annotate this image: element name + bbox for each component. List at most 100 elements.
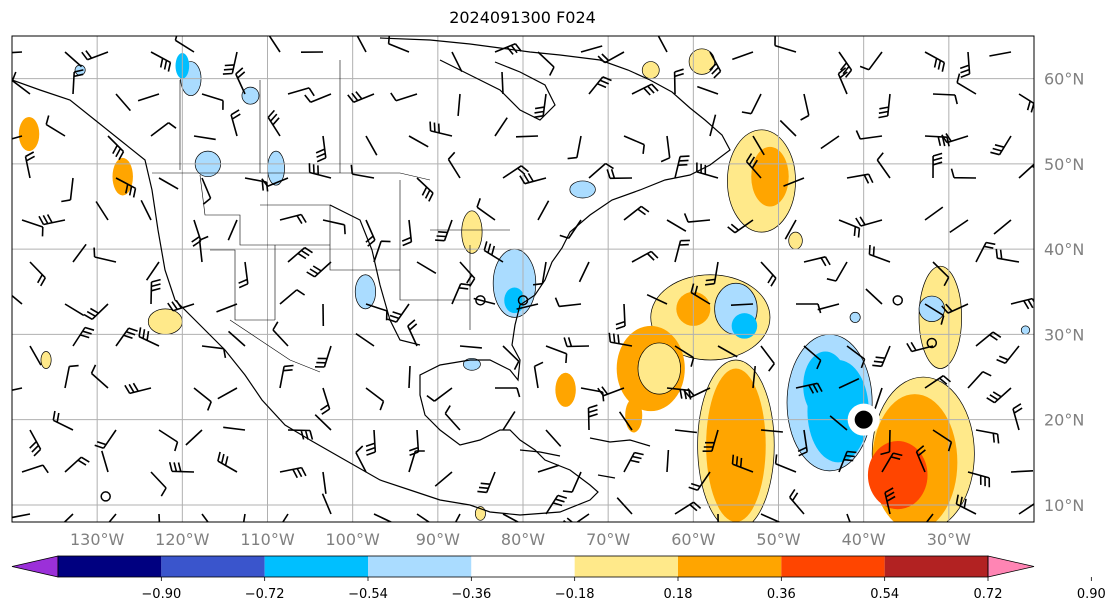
wind-barb: [279, 289, 306, 305]
wind-barb: [1012, 403, 1023, 431]
negative-anomaly-region: [803, 351, 848, 420]
colorbar-tick-label: 0.72: [974, 587, 1003, 602]
wind-barb: [222, 51, 238, 75]
wind-barb: [760, 345, 775, 372]
wind-barb: [315, 135, 327, 163]
colorbar-tick-label: 0.90: [1077, 587, 1105, 602]
colorbar-segment: [781, 556, 885, 577]
wind-barb: [616, 497, 633, 515]
wind-barb: [730, 303, 754, 306]
wind-barb: [666, 387, 692, 400]
wind-barb: [727, 219, 754, 234]
colorbar-segment: [884, 556, 988, 577]
wind-barb: [533, 261, 547, 286]
wind-barb: [416, 261, 437, 274]
wind-barb: [623, 451, 644, 473]
wind-barb: [631, 83, 659, 96]
wind-barb: [880, 429, 891, 456]
wind-barb: [145, 261, 160, 281]
wind-barb: [623, 205, 650, 221]
wind-barb: [494, 117, 508, 137]
wind-barb: [138, 327, 160, 347]
wind-barb: [408, 365, 411, 389]
longitude-label: 30°W: [927, 530, 971, 549]
wind-barb: [287, 429, 314, 440]
wind-barb: [355, 332, 375, 347]
map-gridlines: [12, 36, 1034, 522]
wind-barb: [281, 513, 289, 522]
wind-barb: [949, 219, 969, 234]
wind-barb: [216, 303, 238, 313]
wind-barb: [760, 513, 782, 522]
wind-barb: [674, 501, 702, 515]
storm-center-marker: [854, 410, 873, 429]
wind-barb: [279, 466, 307, 479]
wind-barb: [741, 93, 762, 115]
wind-barb: [868, 244, 891, 263]
wind-barb: [932, 93, 958, 105]
wind-barb: [838, 51, 853, 78]
wind-barb: [494, 43, 522, 55]
longitude-label: 120°W: [155, 530, 210, 549]
wind-barb: [223, 426, 246, 431]
wind-barb: [408, 450, 425, 473]
longitude-label: 70°W: [586, 530, 630, 549]
wind-barb: [631, 250, 659, 263]
latitude-label: 50°N: [1044, 155, 1084, 174]
wind-barb: [941, 303, 969, 314]
wind-barb: [924, 206, 944, 221]
map-frame: [11, 35, 1035, 523]
wind-barb: [306, 261, 332, 278]
positive-anomaly-region: [461, 210, 483, 254]
wind-barb: [696, 162, 719, 179]
wind-barb: [533, 361, 544, 389]
wind-barb: [174, 36, 195, 53]
wind-barb: [201, 177, 212, 205]
wind-barb: [941, 133, 969, 144]
wind-barb: [322, 219, 346, 235]
wind-barb: [390, 92, 418, 102]
wind-barb: [434, 471, 453, 487]
wind-barb: [356, 36, 367, 53]
wind-barb: [287, 246, 313, 263]
wind-barb: [989, 51, 1012, 57]
wind-barb: [350, 164, 375, 179]
wind-barb: [321, 493, 332, 515]
wind-barb: [217, 387, 238, 400]
wind-barb: [29, 261, 46, 287]
wind-barb: [387, 303, 410, 323]
wind-barb: [955, 494, 977, 515]
wind-barb: [646, 293, 668, 305]
wind-barb: [235, 67, 246, 95]
wind-barb: [365, 387, 385, 411]
wind-barb: [774, 36, 797, 53]
wind-barb: [563, 337, 590, 348]
wind-barb: [502, 165, 530, 179]
wind-barb: [426, 387, 453, 402]
wind-barb: [64, 51, 83, 68]
wind-barb: [457, 93, 461, 116]
wind-barb: [606, 169, 633, 180]
wind-barb: [545, 429, 562, 447]
wind-barb: [774, 454, 797, 473]
wind-barb: [150, 471, 167, 497]
wind-barb: [12, 294, 23, 305]
negative-anomaly-region: [354, 274, 377, 310]
wind-barb: [150, 278, 161, 305]
wind-barb: [674, 239, 690, 263]
positive-anomaly-region: [706, 368, 766, 522]
latitude-label: 30°N: [1044, 325, 1084, 344]
longitude-label: 40°W: [842, 530, 886, 549]
negative-anomaly-region: [731, 313, 758, 339]
wind-barb: [314, 345, 332, 368]
wind-barb: [967, 370, 992, 389]
coastlines: [12, 37, 731, 516]
negative-anomaly-region: [504, 287, 525, 314]
wind-barb: [501, 71, 504, 95]
wind-barb: [193, 135, 216, 141]
wind-barb: [355, 445, 367, 473]
wind-barb: [107, 135, 125, 161]
wind-barb: [12, 387, 23, 392]
wind-barb: [567, 135, 582, 160]
